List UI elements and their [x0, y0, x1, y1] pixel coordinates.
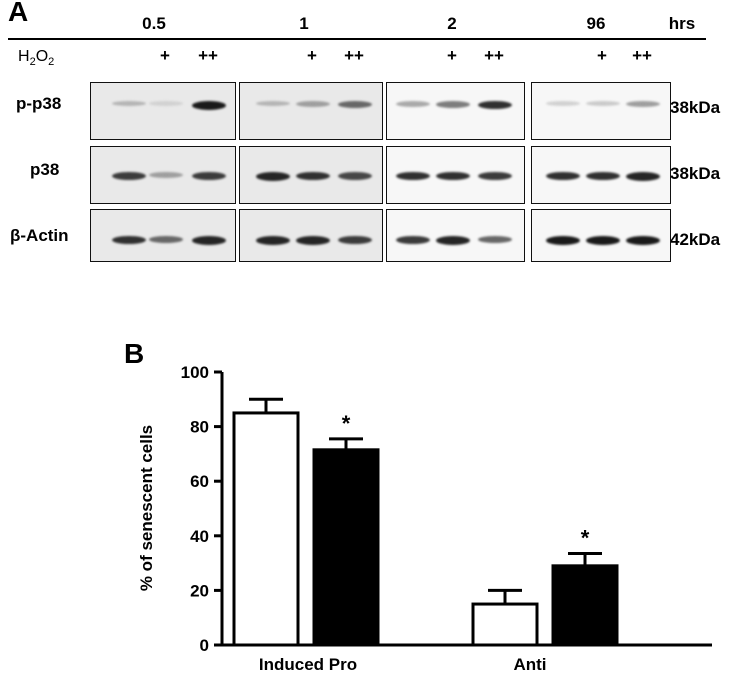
blot-panel — [531, 209, 671, 262]
y-tick-label: 40 — [190, 527, 209, 546]
bar — [551, 564, 619, 647]
significance-marker: * — [342, 411, 351, 436]
protein-band — [338, 101, 372, 108]
protein-band — [112, 101, 146, 106]
protein-band — [338, 236, 372, 244]
lane-marker: + — [447, 46, 457, 65]
protein-band — [338, 172, 372, 180]
bar — [471, 602, 539, 647]
blot-panel — [239, 82, 383, 140]
protein-band — [626, 101, 660, 107]
timepoint-label: 1 — [299, 14, 309, 33]
protein-band — [192, 236, 226, 245]
category-label: Anti — [513, 655, 546, 674]
protein-band — [546, 172, 580, 180]
time-unit-label: hrs — [668, 14, 696, 33]
y-tick-label: 100 — [181, 363, 209, 382]
row-label: β-Actin — [10, 226, 69, 245]
timepoint-label: 0.5 — [142, 14, 166, 33]
protein-band — [296, 172, 330, 180]
protein-band — [112, 236, 146, 244]
protein-band — [192, 172, 226, 180]
lane-marker: + — [597, 46, 607, 65]
blot-panel — [90, 209, 236, 262]
protein-band — [296, 236, 330, 245]
protein-band — [396, 101, 430, 107]
protein-band — [436, 101, 470, 108]
row-label: p-p38 — [16, 94, 62, 113]
category-label: Induced Pro — [259, 655, 357, 674]
blot-panel — [531, 146, 671, 204]
significance-marker: * — [581, 526, 590, 551]
panel-a-letter: A — [8, 0, 29, 27]
kda-label: 38kDa — [670, 98, 721, 117]
protein-band — [256, 236, 290, 245]
protein-band — [396, 172, 430, 180]
protein-band — [478, 101, 512, 109]
protein-band — [149, 101, 183, 106]
protein-band — [546, 101, 580, 106]
panel-b-letter: B — [124, 338, 145, 369]
y-tick-label: 20 — [190, 581, 209, 600]
lane-marker: ++ — [344, 46, 364, 65]
blot-panel — [90, 146, 236, 204]
protein-band — [149, 236, 183, 243]
blot-panel — [386, 82, 525, 140]
y-axis-label: % of senescent cells — [137, 425, 156, 591]
protein-band — [626, 236, 660, 245]
treatment-label: H2O2 — [18, 48, 55, 69]
row-label: p38 — [30, 160, 60, 179]
kda-label: 38kDa — [670, 164, 721, 183]
blot-panel — [239, 146, 383, 204]
blot-panel — [239, 209, 383, 262]
y-tick-label: 80 — [190, 418, 209, 437]
timepoint-label: 2 — [447, 14, 457, 33]
lane-marker: ++ — [484, 46, 504, 65]
protein-band — [192, 101, 226, 110]
protein-band — [256, 172, 290, 181]
protein-band — [436, 236, 470, 245]
lane-marker: + — [160, 46, 170, 65]
y-tick-label: 60 — [190, 472, 209, 491]
lane-marker: + — [307, 46, 317, 65]
protein-band — [478, 172, 512, 180]
blot-panel — [90, 82, 236, 140]
protein-band — [546, 236, 580, 245]
protein-band — [396, 236, 430, 244]
protein-band — [436, 172, 470, 180]
protein-band — [586, 101, 620, 106]
header-rule — [8, 38, 706, 40]
blot-panel — [386, 209, 525, 262]
lane-marker: ++ — [632, 46, 652, 65]
protein-band — [586, 236, 620, 245]
blot-panel — [386, 146, 525, 204]
protein-band — [478, 236, 512, 243]
timepoint-label: 96 — [586, 14, 606, 33]
protein-band — [112, 172, 146, 180]
protein-band — [626, 172, 660, 181]
protein-band — [256, 101, 290, 106]
lane-marker: ++ — [198, 46, 218, 65]
protein-band — [296, 101, 330, 107]
bar — [232, 411, 300, 647]
kda-label: 42kDa — [670, 230, 721, 249]
protein-band — [149, 172, 183, 178]
y-tick-label: 0 — [200, 636, 209, 655]
protein-band — [586, 172, 620, 180]
blot-panel — [531, 82, 671, 140]
bar — [312, 448, 380, 647]
